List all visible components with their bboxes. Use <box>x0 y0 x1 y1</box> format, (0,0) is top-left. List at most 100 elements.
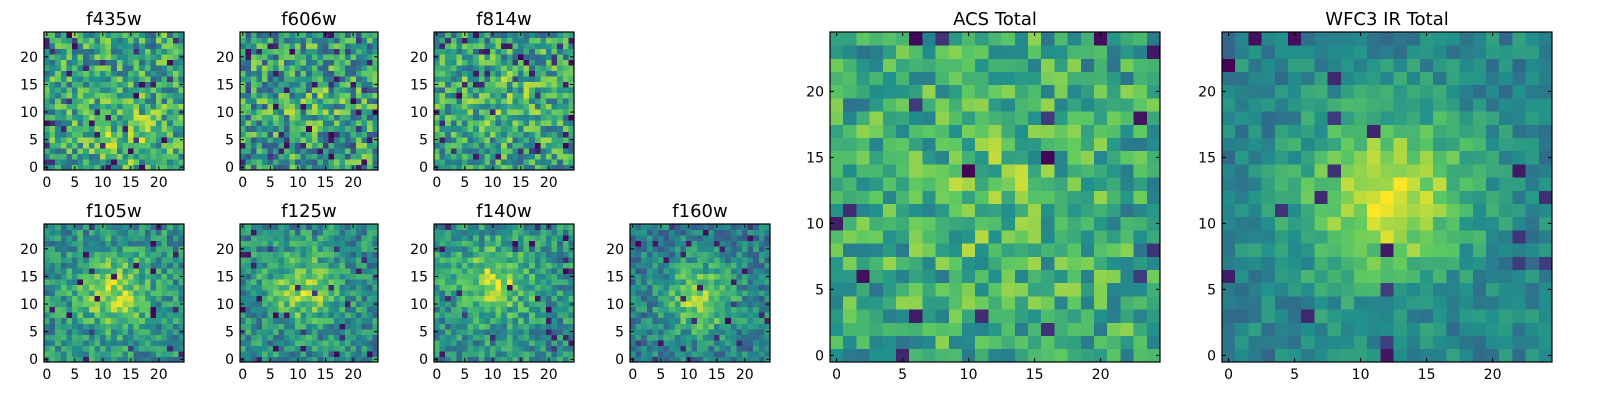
heatmap-cell <box>708 334 715 341</box>
heatmap-cell <box>245 136 252 143</box>
heatmap-cell <box>88 235 95 241</box>
heatmap-cell <box>366 43 373 49</box>
heatmap-cell <box>1094 256 1108 270</box>
heatmap-cell <box>284 334 291 341</box>
heatmap-cell <box>439 54 446 60</box>
heatmap-cell <box>445 32 452 38</box>
heatmap-cell <box>546 295 552 302</box>
heatmap-cell <box>289 153 296 160</box>
heatmap-cell <box>725 235 732 241</box>
heatmap-cell <box>630 229 636 236</box>
heatmap-cell <box>161 131 168 138</box>
heatmap-cell <box>306 70 313 77</box>
heatmap-cell <box>144 98 151 105</box>
heatmap-cell <box>161 142 168 149</box>
heatmap-cell <box>529 125 536 132</box>
heatmap-cell <box>523 328 530 335</box>
heatmap-cell <box>697 334 704 341</box>
heatmap-cell <box>116 131 123 138</box>
heatmap-cell <box>111 87 118 94</box>
heatmap-cell <box>105 306 112 313</box>
heatmap-cell <box>635 257 642 264</box>
heatmap-cell <box>557 328 564 335</box>
heatmap-cell <box>344 312 351 319</box>
heatmap-cell <box>478 147 485 154</box>
heatmap-cell <box>988 216 1002 231</box>
heatmap-cell <box>116 147 123 154</box>
heatmap-cell <box>882 203 897 218</box>
heatmap-cell <box>122 114 129 121</box>
heatmap-cell <box>83 306 90 313</box>
heatmap-cell <box>284 158 291 165</box>
heatmap-cell <box>66 356 73 363</box>
heatmap-cell <box>122 103 129 110</box>
heatmap-cell <box>317 301 324 308</box>
heatmap-cell <box>1080 164 1095 178</box>
heatmap-cell <box>1133 282 1148 297</box>
heatmap-cell <box>702 312 709 319</box>
heatmap-cell <box>753 295 760 302</box>
heatmap-cell <box>697 279 704 286</box>
heatmap-cell <box>663 350 670 357</box>
heatmap-cell <box>245 109 252 116</box>
heatmap-cell <box>111 43 118 49</box>
heatmap-cell <box>273 240 280 247</box>
heatmap-cell <box>278 317 285 324</box>
heatmap-cell <box>562 136 569 143</box>
heatmap-cell <box>495 224 502 230</box>
heatmap-cell <box>156 87 162 94</box>
heatmap-cell <box>133 164 140 171</box>
heatmap-cell <box>267 240 274 247</box>
heatmap-cell <box>83 317 90 324</box>
heatmap-cell <box>245 323 252 330</box>
heatmap-cell <box>568 76 575 83</box>
heatmap-cell <box>495 334 502 341</box>
heatmap-cell <box>278 224 285 230</box>
heatmap-cell <box>764 257 771 264</box>
heatmap-cell <box>1067 230 1082 244</box>
heatmap-cell <box>111 142 118 149</box>
heatmap-cell <box>44 345 50 352</box>
heatmap-cell <box>495 246 502 252</box>
heatmap-cell <box>551 323 558 330</box>
heatmap-cell <box>948 230 963 244</box>
heatmap-cell <box>355 153 362 160</box>
heatmap-cell <box>94 142 101 149</box>
heatmap-cell <box>344 306 351 313</box>
heatmap-cell <box>501 54 508 60</box>
heatmap-cell <box>1054 322 1068 336</box>
heatmap-cell <box>161 339 168 346</box>
heatmap-cell <box>1028 348 1042 363</box>
heatmap-cell <box>467 345 474 352</box>
heatmap-cell <box>747 262 754 269</box>
heatmap-cell <box>144 356 151 363</box>
heatmap-cell <box>557 301 564 308</box>
heatmap-cell <box>680 235 687 241</box>
heatmap-cell <box>529 356 536 363</box>
heatmap-cell <box>150 229 157 236</box>
heatmap-cell <box>49 54 56 60</box>
heatmap-cell <box>284 317 291 324</box>
heatmap-cell <box>66 136 73 143</box>
heatmap-cell <box>445 284 452 291</box>
heatmap-cell <box>344 345 351 352</box>
heatmap-cell <box>562 312 569 319</box>
heatmap-cell <box>172 317 179 324</box>
heatmap-cell <box>742 306 748 313</box>
heatmap-cell <box>529 76 536 83</box>
heatmap-cell <box>473 147 480 154</box>
heatmap-cell <box>434 350 440 357</box>
heatmap-cell <box>60 43 67 49</box>
heatmap-cell <box>256 251 263 258</box>
heatmap-cell <box>267 136 274 143</box>
heatmap-cell <box>355 257 362 264</box>
heatmap-cell <box>467 334 474 341</box>
heatmap-cell <box>518 120 524 127</box>
heatmap-cell <box>512 92 519 99</box>
heatmap-cell <box>1133 164 1148 178</box>
heatmap-cell <box>295 81 302 88</box>
x-tick-label: 20 <box>540 175 558 191</box>
heatmap-cell <box>462 147 468 154</box>
heatmap-cell <box>317 136 324 143</box>
heatmap-cell <box>139 229 146 236</box>
